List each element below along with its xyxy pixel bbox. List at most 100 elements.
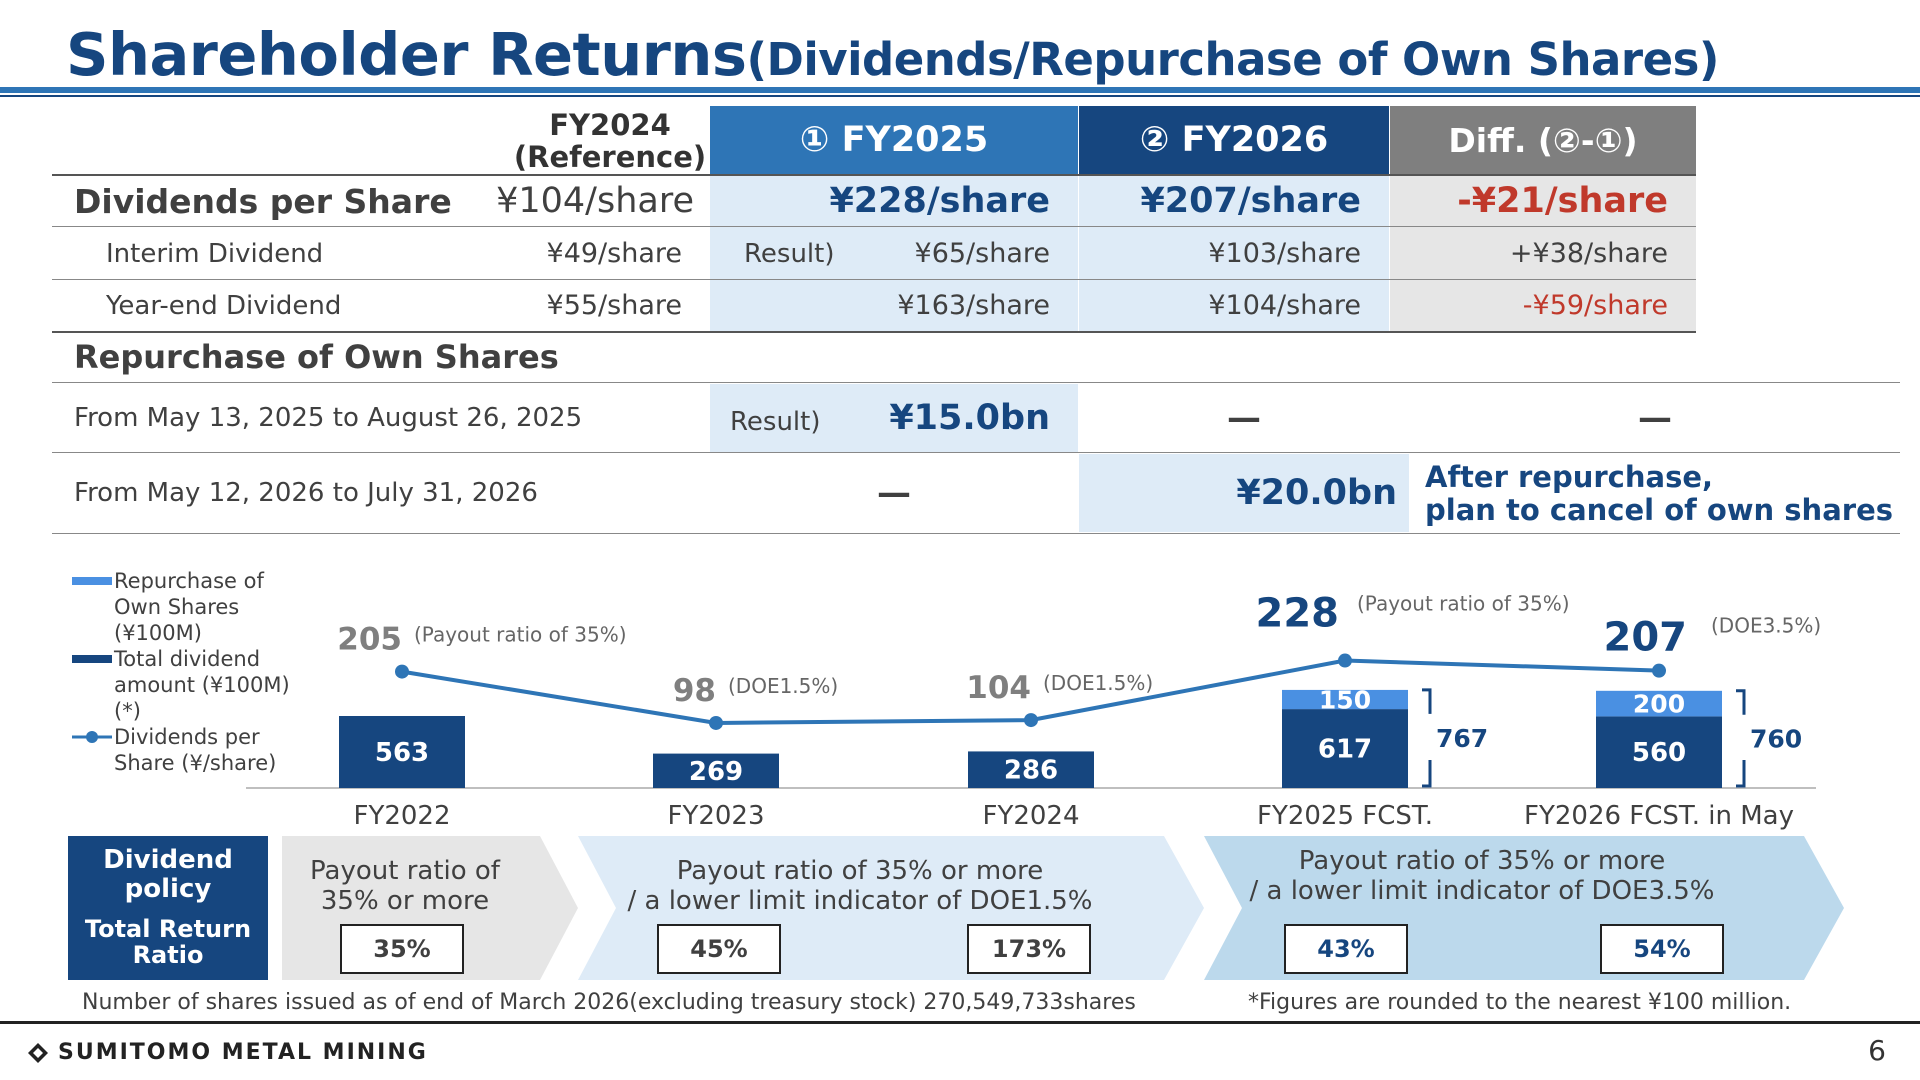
bar-repurchase [1282, 689, 1408, 710]
bar-dividend-label: 563 [375, 738, 429, 768]
legend-label: Dividends per Share (¥/share) [114, 725, 277, 775]
bar-dividend-label: 617 [1318, 735, 1372, 765]
total-return-ratio-fy2024: 173% [967, 924, 1091, 974]
legend-item-repurchase: Repurchase of Own Shares (¥100M) [72, 568, 312, 646]
category-label: FY2022 [353, 801, 450, 830]
bar-repurchase [1596, 690, 1722, 717]
legend-swatch [72, 655, 112, 663]
table-rule [52, 226, 1696, 227]
page-title: Shareholder Returns(Dividends/Repurchase… [66, 20, 1719, 89]
dps-label: Dividends per Share [74, 181, 452, 221]
footnote-shares: Number of shares issued as of end of Mar… [82, 990, 1136, 1015]
total-return-ratio-fy2025: 43% [1284, 924, 1408, 974]
dps-point [1652, 663, 1666, 678]
dps-value-label: 228 [1256, 591, 1340, 637]
repurchase-fy26-bg [1079, 454, 1409, 532]
dps-value-label: 104 [966, 670, 1031, 706]
note-line1: After repurchase, [1425, 460, 1714, 494]
repurchase-fy25-bg [710, 384, 1078, 452]
header-ref-line2: (Reference) [513, 140, 707, 174]
dps-value-label: 205 [337, 622, 402, 658]
bar-dividend [968, 751, 1094, 788]
title-sub: (Dividends/Repurchase of Own Shares) [746, 33, 1719, 86]
category-label: FY2023 [667, 801, 764, 830]
policy-label-line1: Dividend [103, 845, 233, 875]
repurchase-row2-fy25: — [877, 473, 911, 513]
dps-annotation: (Payout ratio of 35%) [1357, 592, 1570, 616]
total-label: 760 [1750, 724, 1802, 753]
bar-dividend [1282, 709, 1408, 788]
repurchase-row1-fy26: — [1227, 398, 1261, 438]
dps-annotation: (Payout ratio of 35%) [414, 623, 627, 647]
legend-item-dps: Dividends per Share (¥/share) [72, 724, 312, 776]
dps-point [1338, 653, 1352, 668]
table-rule [52, 174, 1696, 176]
yearend-ref: ¥55/share [546, 290, 682, 321]
dividend-policy-label: Dividend policy Total Return Ratio [68, 836, 268, 980]
logo-mark-icon [28, 1042, 48, 1063]
total-return-ratio-fy2023: 45% [657, 924, 781, 974]
total-bracket [1736, 689, 1746, 788]
dps-diff: -¥21/share [1457, 181, 1668, 221]
fy26-col-bg [1079, 175, 1389, 331]
table-rule [52, 533, 1900, 534]
title-rule-thin [0, 95, 1920, 97]
dps-point [395, 664, 409, 679]
footnote-rounding: *Figures are rounded to the nearest ¥100… [1248, 990, 1792, 1015]
dps-fy26: ¥207/share [1140, 181, 1361, 221]
title-main: Shareholder Returns [66, 20, 747, 89]
dps-value-label: 207 [1604, 615, 1688, 661]
repurchase-heading: Repurchase of Own Shares [74, 338, 559, 376]
bar-dividend [653, 753, 779, 788]
policy-seg1-line2: 35% or more [320, 886, 490, 916]
dps-annotation: (DOE1.5%) [1043, 671, 1153, 695]
interim-ref: ¥49/share [546, 238, 682, 269]
total-return-ratio-fy2022: 35% [340, 924, 464, 974]
dps-annotation: (DOE3.5%) [1711, 614, 1821, 638]
repurchase-row1-result-tag: Result) [730, 407, 821, 437]
header-fy2025: ① FY2025 [710, 106, 1078, 174]
table-rule [52, 452, 1900, 453]
page-number: 6 [1868, 1034, 1886, 1067]
diff-col-bg [1390, 175, 1696, 331]
dps-annotation: (DOE1.5%) [728, 674, 838, 698]
footer-rule [0, 1021, 1920, 1024]
legend-item-dividend: Total dividend amount (¥100M)(*) [72, 646, 312, 724]
bar-dividend [339, 716, 465, 788]
dps-value-label: 98 [673, 673, 716, 709]
company-name: SUMITOMO METAL MINING [58, 1040, 428, 1065]
policy-seg1-text: Payout ratio of 35% or more [290, 856, 520, 916]
note-line2: plan to cancel of own shares [1425, 493, 1893, 527]
chart-legend: Repurchase of Own Shares (¥100M) Total d… [72, 568, 312, 776]
yearend-fy26: ¥104/share [1208, 290, 1361, 321]
yearend-diff: -¥59/share [1522, 290, 1668, 321]
title-rule [0, 87, 1920, 93]
repurchase-row1-diff: — [1638, 398, 1672, 438]
table-rule [52, 382, 1900, 383]
repurchase-row1-period: From May 13, 2025 to August 26, 2025 [74, 403, 583, 433]
policy-label-line2: policy [124, 874, 212, 904]
bar-repurchase-label: 150 [1319, 686, 1371, 715]
policy-seg3-line2: / a lower limit indicator of DOE3.5% [1249, 876, 1715, 906]
header-fy2026: ② FY2026 [1079, 106, 1389, 174]
total-bracket [1422, 688, 1432, 788]
bar-dividend-label: 560 [1632, 738, 1686, 768]
legend-label: Total dividend amount (¥100M)(*) [114, 647, 290, 723]
policy-seg3-line1: Payout ratio of 35% or more [1298, 846, 1666, 876]
interim-result-tag: Result) [744, 238, 835, 269]
category-label: FY2026 FCST. in May [1524, 801, 1794, 830]
interim-fy25: ¥65/share [914, 238, 1050, 269]
total-return-ratio-fy2026: 54% [1600, 924, 1724, 974]
legend-swatch-line [72, 731, 112, 743]
policy-seg1-line1: Payout ratio of [310, 856, 500, 886]
policy-seg3-text: Payout ratio of 35% or more / a lower lim… [1222, 846, 1742, 906]
bar-dividend-label: 286 [1004, 756, 1058, 786]
company-logo: SUMITOMO METAL MINING [28, 1040, 428, 1065]
policy-label-line4: Ratio [132, 941, 204, 969]
header-fy2024-reference: FY2024 (Reference) [510, 106, 710, 176]
dps-point [1024, 713, 1038, 728]
policy-seg2-line1: Payout ratio of 35% or more [676, 856, 1044, 886]
repurchase-row1-fy25: ¥15.0bn [889, 398, 1050, 438]
dps-fy25: ¥228/share [829, 181, 1050, 221]
header-ref-line1: FY2024 [549, 108, 671, 142]
